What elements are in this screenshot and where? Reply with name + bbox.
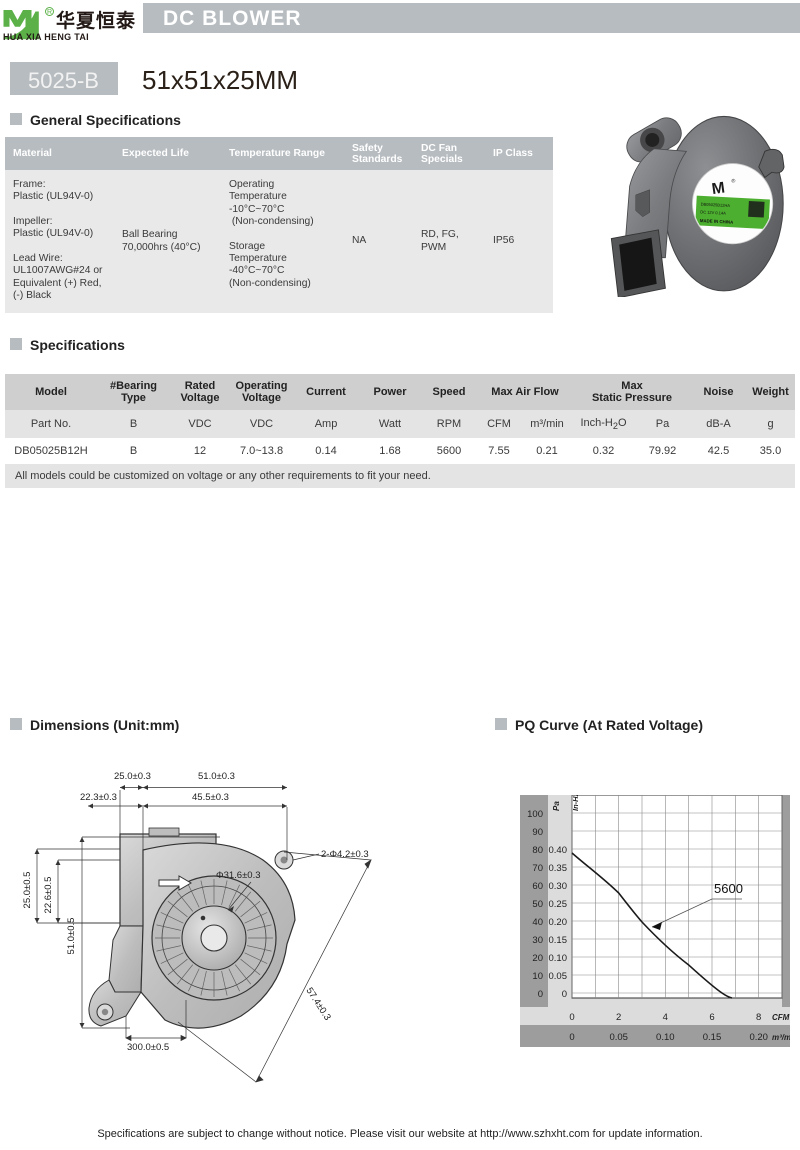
svg-text:0.05: 0.05 xyxy=(549,971,568,982)
svg-text:25.0±0.3: 25.0±0.3 xyxy=(114,771,151,782)
svg-text:22.6±0.5: 22.6±0.5 xyxy=(43,877,54,914)
svg-text:0.40: 0.40 xyxy=(549,845,568,856)
svg-text:0.15: 0.15 xyxy=(703,1032,722,1043)
svg-text:57.4±0.3: 57.4±0.3 xyxy=(303,986,332,1023)
svg-text:0.10: 0.10 xyxy=(656,1032,675,1043)
svg-text:2-Φ4.2±0.3: 2-Φ4.2±0.3 xyxy=(321,849,369,860)
svg-text:70: 70 xyxy=(532,863,543,874)
svg-text:60: 60 xyxy=(532,881,543,892)
svg-text:M: M xyxy=(711,179,726,198)
svg-text:22.3±0.3: 22.3±0.3 xyxy=(80,792,117,803)
svg-text:2: 2 xyxy=(616,1012,621,1023)
svg-text:50: 50 xyxy=(532,899,543,910)
svg-text:5600: 5600 xyxy=(714,881,743,896)
svg-text:0: 0 xyxy=(569,1012,574,1023)
svg-text:In-H2O: In-H2O xyxy=(571,795,580,811)
svg-text:0.05: 0.05 xyxy=(609,1032,628,1043)
svg-text:4: 4 xyxy=(663,1012,668,1023)
svg-text:6: 6 xyxy=(709,1012,714,1023)
svg-text:30: 30 xyxy=(532,935,543,946)
svg-text:40: 40 xyxy=(532,917,543,928)
svg-text:80: 80 xyxy=(532,845,543,856)
svg-text:300.0±0.5: 300.0±0.5 xyxy=(127,1042,169,1053)
svg-text:45.5±0.3: 45.5±0.3 xyxy=(192,792,229,803)
svg-text:0: 0 xyxy=(569,1032,574,1043)
svg-text:51.0±0.3: 51.0±0.3 xyxy=(198,771,235,782)
svg-text:0.35: 0.35 xyxy=(549,863,568,874)
svg-text:100: 100 xyxy=(527,809,543,820)
svg-text:25.0±0.5: 25.0±0.5 xyxy=(22,872,33,909)
svg-text:CFM: CFM xyxy=(772,1013,790,1022)
svg-text:0.20: 0.20 xyxy=(749,1032,768,1043)
svg-text:10: 10 xyxy=(532,971,543,982)
svg-text:51.0±0.5: 51.0±0.5 xyxy=(66,918,77,955)
svg-text:20: 20 xyxy=(532,953,543,964)
svg-text:0.15: 0.15 xyxy=(549,935,568,946)
svg-text:0: 0 xyxy=(562,989,567,1000)
svg-text:0.30: 0.30 xyxy=(549,881,568,892)
svg-text:90: 90 xyxy=(532,827,543,838)
svg-text:0.25: 0.25 xyxy=(549,899,568,910)
svg-text:8: 8 xyxy=(756,1012,761,1023)
svg-text:0: 0 xyxy=(538,989,543,1000)
svg-text:m³/min: m³/min xyxy=(772,1033,790,1042)
svg-text:Φ31.6±0.3: Φ31.6±0.3 xyxy=(216,870,261,881)
svg-text:0.10: 0.10 xyxy=(549,953,568,964)
svg-text:0.20: 0.20 xyxy=(549,917,568,928)
svg-text:Pa: Pa xyxy=(552,801,561,811)
